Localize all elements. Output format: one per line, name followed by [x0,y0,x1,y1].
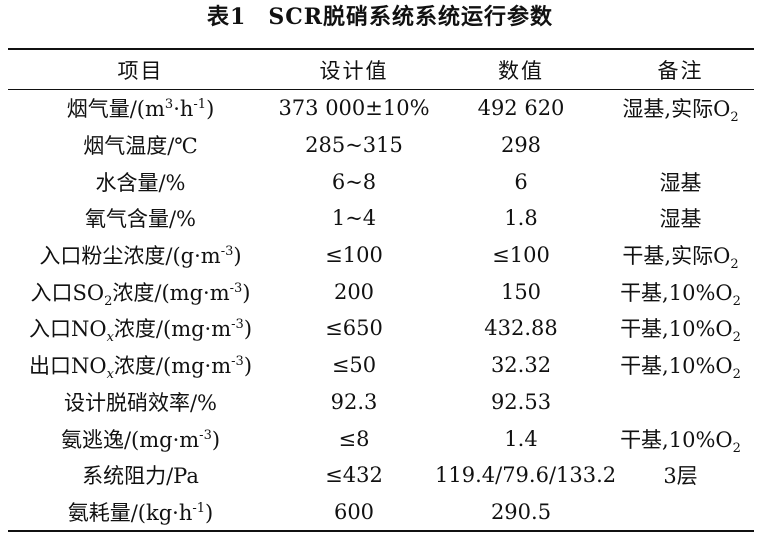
cell-note: 3层 [663,464,698,489]
cell-value: 290.5 [435,493,607,533]
table-row: 氨逃逸/(mg·m-3) ≤8 1.4 干基,10%O2 [8,420,754,457]
cell-note [607,127,754,164]
table-body: 烟气量/(m3·h-1) 373 000±10% 492 620 湿基,实际O2 烟气温… [8,90,754,533]
header-item: 项目 [8,48,273,90]
cell-design-value: 1~4 [331,206,377,231]
cell-note: 湿基 [659,207,702,232]
table-row: 烟气温度/℃ 285~315 298 [8,127,754,164]
table-caption: 表1 SCR脱硝系统系统运行参数 [0,0,760,40]
cell-design-value: ≤8 [338,426,370,451]
cell-note: 干基,10%O2 [620,427,741,456]
table-header: 项目 设计值 数值 备注 [8,48,754,90]
cell-item: 设计脱硝效率/% [63,390,218,415]
table-row: 出口NOx浓度/(mg·m-3) ≤50 32.32 干基,10%O2 [8,347,754,384]
cell-item: 烟气温度/℃ [83,134,198,159]
cell-design-value: 200 [333,279,375,304]
cell-note: 干基,10%O2 [620,354,741,383]
header-value: 数值 [435,48,607,90]
cell-value: 492 620 [477,96,565,121]
cell-item: 出口NOx浓度/(mg·m-3) [28,354,253,383]
cell-item: 入口粉尘浓度/(g·m-3) [39,244,242,269]
cell-item: 入口SO2浓度/(mg·m-3) [30,280,251,309]
cell-design-value: ≤432 [325,463,383,488]
table-row: 烟气量/(m3·h-1) 373 000±10% 492 620 湿基,实际O2 [8,90,754,127]
table-row: 氧气含量/% 1~4 1.8 湿基 [8,200,754,237]
cell-value: 432.88 [484,316,558,341]
cell-design-value: ≤50 [331,353,377,378]
table-title: SCR脱硝系统系统运行参数 [268,4,553,30]
cell-item: 入口NOx浓度/(mg·m-3) [28,317,253,346]
cell-value: 119.4/79.6/133.2 [435,463,617,488]
cell-note: 湿基,实际O2 [622,97,739,126]
cell-value: 150 [500,279,542,304]
cell-design-value: 6~8 [331,169,377,194]
cell-design-value: 285~315 [305,133,403,158]
cell-item: 烟气量/(m3·h-1) [66,97,215,122]
cell-item: 系统阻力/Pa [82,464,199,489]
header-design-value: 设计值 [273,48,435,90]
cell-value: 1.8 [504,206,538,231]
cell-note: 干基,10%O2 [620,317,741,346]
cell-note: 干基,实际O2 [622,244,739,273]
cell-note: 干基,10%O2 [620,280,741,309]
table-row: 设计脱硝效率/% 92.3 92.53 [8,384,754,421]
cell-note [607,384,754,421]
table-row: 入口粉尘浓度/(g·m-3) ≤100 ≤100 干基,实际O2 [8,237,754,274]
cell-item: 氨逃逸/(mg·m-3) [60,427,221,452]
table-row: 入口NOx浓度/(mg·m-3) ≤650 432.88 干基,10%O2 [8,310,754,347]
parameters-table: 项目 设计值 数值 备注 烟气量/(m3·h-1) 373 000±10% 492 … [8,48,754,533]
cell-item: 氨耗量/(kg·h-1) [8,493,273,533]
cell-value: 298 [500,133,542,158]
cell-design-value: 373 000±10% [278,96,430,121]
header-note: 备注 [607,48,754,90]
table-row: 系统阻力/Pa ≤432 119.4/79.6/133.2 3层 [8,457,754,494]
cell-value: 1.4 [504,426,538,451]
table-number: 表1 [207,4,247,30]
cell-design-value: ≤100 [325,243,383,268]
header-row: 项目 设计值 数值 备注 [8,48,754,90]
table-row: 入口SO2浓度/(mg·m-3) 200 150 干基,10%O2 [8,273,754,310]
cell-note: 湿基 [659,170,702,195]
cell-value: 32.32 [490,353,552,378]
cell-value: ≤100 [492,243,550,268]
cell-design-value: 600 [273,493,435,533]
cell-design-value: 92.3 [330,389,378,414]
cell-value: 92.53 [490,389,552,414]
cell-item: 氧气含量/% [84,207,197,232]
table-row: 氨耗量/(kg·h-1) 600 290.5 [8,493,754,533]
cell-item: 水含量/% [95,170,186,195]
cell-design-value: ≤650 [325,316,383,341]
table-row: 水含量/% 6~8 6 湿基 [8,163,754,200]
cell-note [607,493,754,533]
cell-value: 6 [514,169,528,194]
